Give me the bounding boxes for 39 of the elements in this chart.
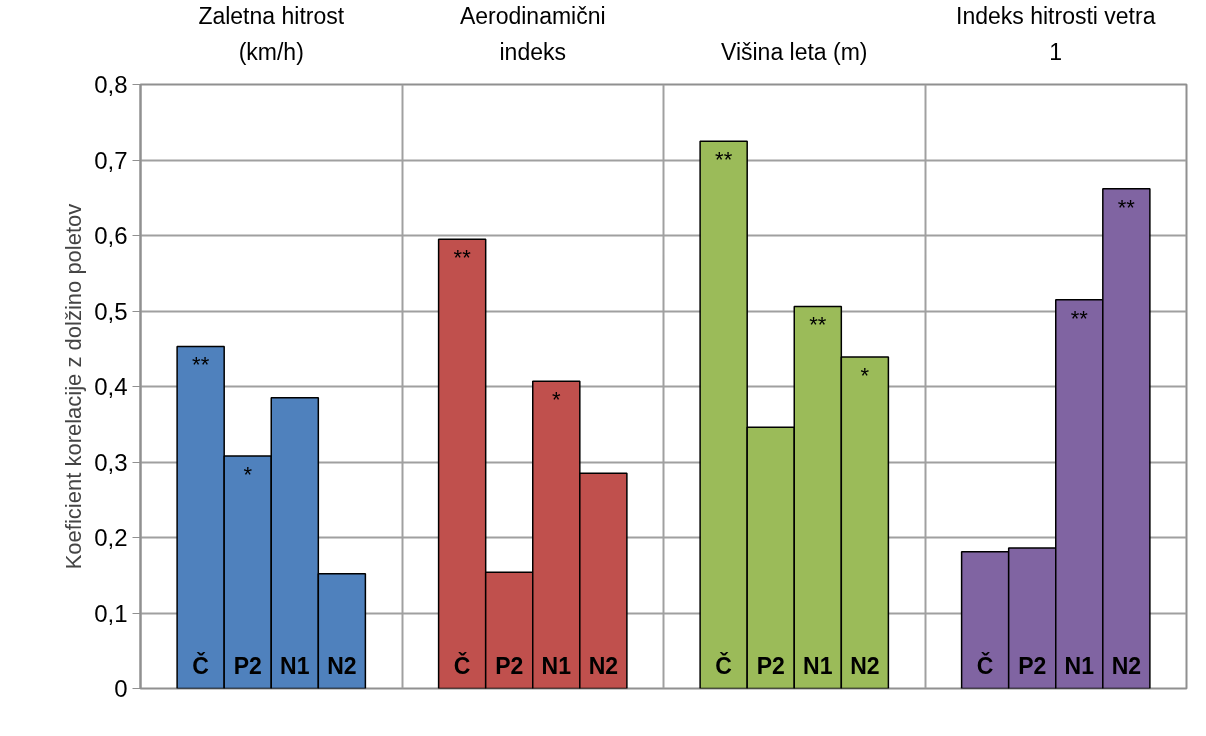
data-label: * — [243, 461, 253, 487]
data-label: ** — [715, 147, 733, 173]
data-label: ** — [809, 312, 827, 338]
text: P2 — [495, 652, 524, 679]
y-tick-label: 0,8 — [94, 71, 128, 98]
y-tick-label: 0 — [114, 675, 128, 702]
x-tick-label: Višina leta (m) — [720, 38, 868, 65]
series-label: P2 — [233, 652, 262, 679]
y-tick-label: 0,3 — [94, 448, 128, 476]
x-tick-label: Zaletna hitrost (km/h) — [198, 3, 345, 65]
y-tick-label: 0,5 — [94, 297, 128, 325]
series-label: Č — [192, 651, 209, 679]
data-label: ** — [1117, 194, 1136, 220]
y-axis-title: Koeficient korelacije z dolžino poletov — [61, 203, 87, 570]
x-tick-label: Indeks hitrosti vetra 1 — [956, 3, 1156, 65]
series-label: N2 — [588, 652, 619, 679]
y-tick-label: 0,6 — [94, 222, 128, 249]
data-label: * — [552, 387, 561, 413]
y-tick-label: 0,4 — [94, 373, 128, 400]
text: P2 — [1018, 652, 1047, 679]
data-label: ** — [192, 352, 210, 378]
text: N1 — [280, 652, 310, 679]
text: N1 — [803, 652, 833, 679]
text: P2 — [756, 652, 785, 679]
data-label: * — [860, 363, 870, 389]
text: Č — [976, 652, 994, 679]
y-tick-label: 0,1 — [94, 599, 128, 627]
data-label: ** — [1070, 305, 1089, 331]
series-label: N1 — [1064, 652, 1095, 679]
y-tick-label: 0,7 — [94, 146, 128, 174]
text: N2 — [850, 652, 880, 679]
y-tick-label: 0,2 — [94, 524, 128, 551]
text: Č — [453, 652, 471, 679]
x-tick-label: Aerodinamični indeks — [459, 3, 606, 65]
text: N2 — [327, 652, 357, 679]
text: N1 — [541, 652, 571, 679]
text: N2 — [1111, 652, 1142, 679]
data-label: ** — [453, 245, 472, 271]
text: Č — [715, 652, 732, 679]
